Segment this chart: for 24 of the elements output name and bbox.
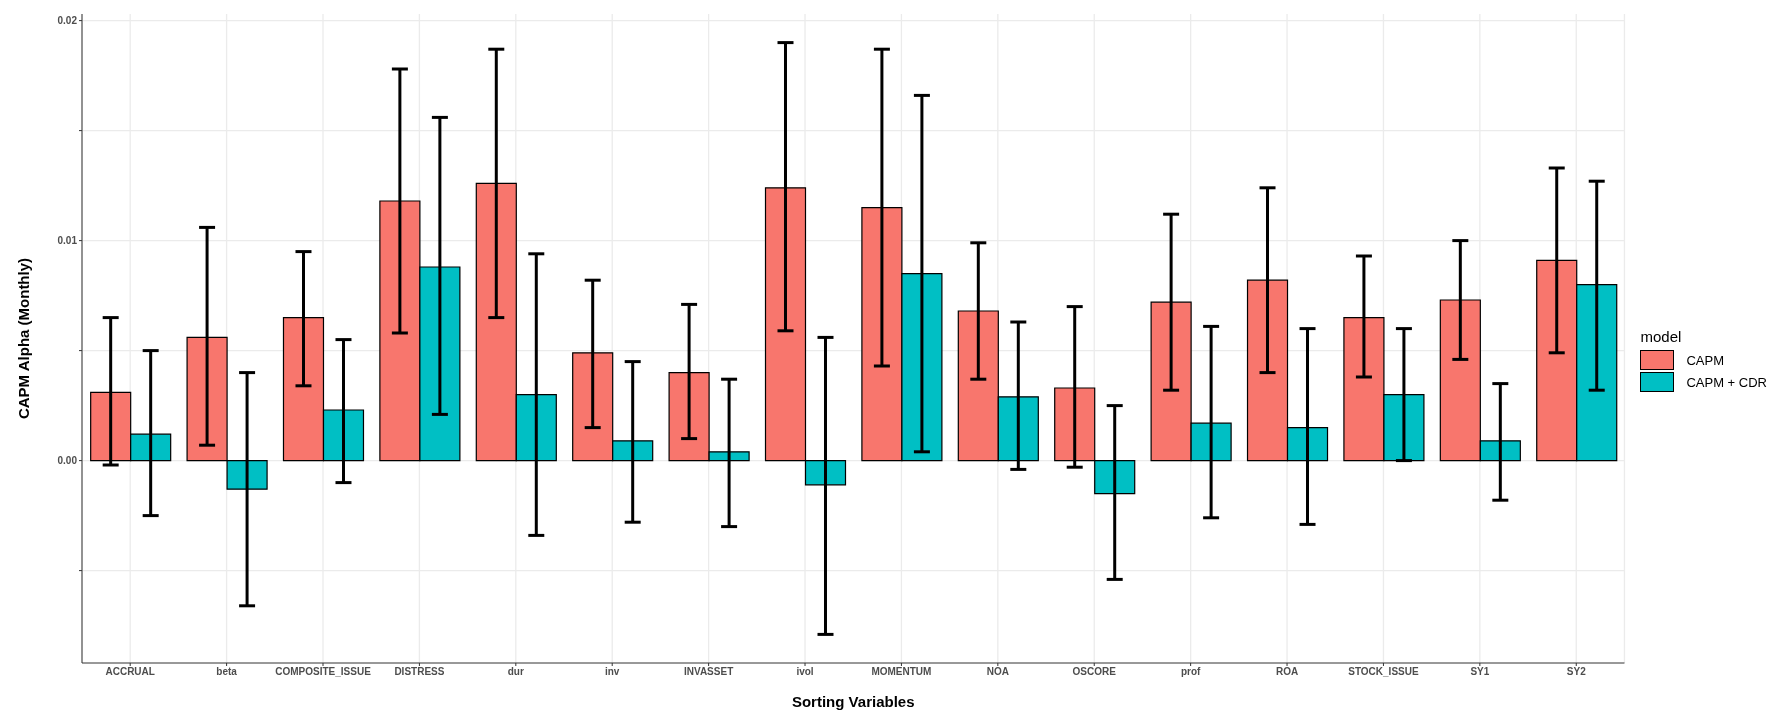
x-tick-label: INVASSET [683,666,734,678]
legend-label: CAPM [1686,352,1725,368]
y-tick-label: 0.02 [57,15,78,27]
x-tick-label: SY2 [1566,666,1587,678]
x-tick-label: OSCORE [1072,666,1117,678]
x-tick-label: DISTRESS [394,666,445,678]
x-tick-label: SY1 [1470,666,1490,678]
x-tick-label: STOCK_ISSUE [1348,666,1419,678]
x-tick-label: ACCRUAL [105,666,155,678]
y-tick-label: 0.01 [57,235,78,247]
y-axis-title: CAPM Alpha (Monthly) [15,257,33,420]
x-tick-label: ROA [1275,666,1299,678]
legend-title: model [1640,328,1683,345]
x-tick-label: NOA [986,666,1009,678]
x-tick-label: inv [604,666,620,678]
x-axis-title: Sorting Variables [791,693,915,710]
x-tick-label: MOMENTUM [871,666,932,678]
x-tick-label: prof [1180,666,1202,678]
x-tick-label: COMPOSITE_ISSUE [275,666,372,678]
x-tick-label: dur [507,666,524,678]
x-tick-label: ivol [796,666,814,678]
legend-label: CAPM + CDR [1686,374,1767,390]
y-tick-label: 0.00 [57,455,78,467]
x-tick-label: beta [216,666,238,678]
